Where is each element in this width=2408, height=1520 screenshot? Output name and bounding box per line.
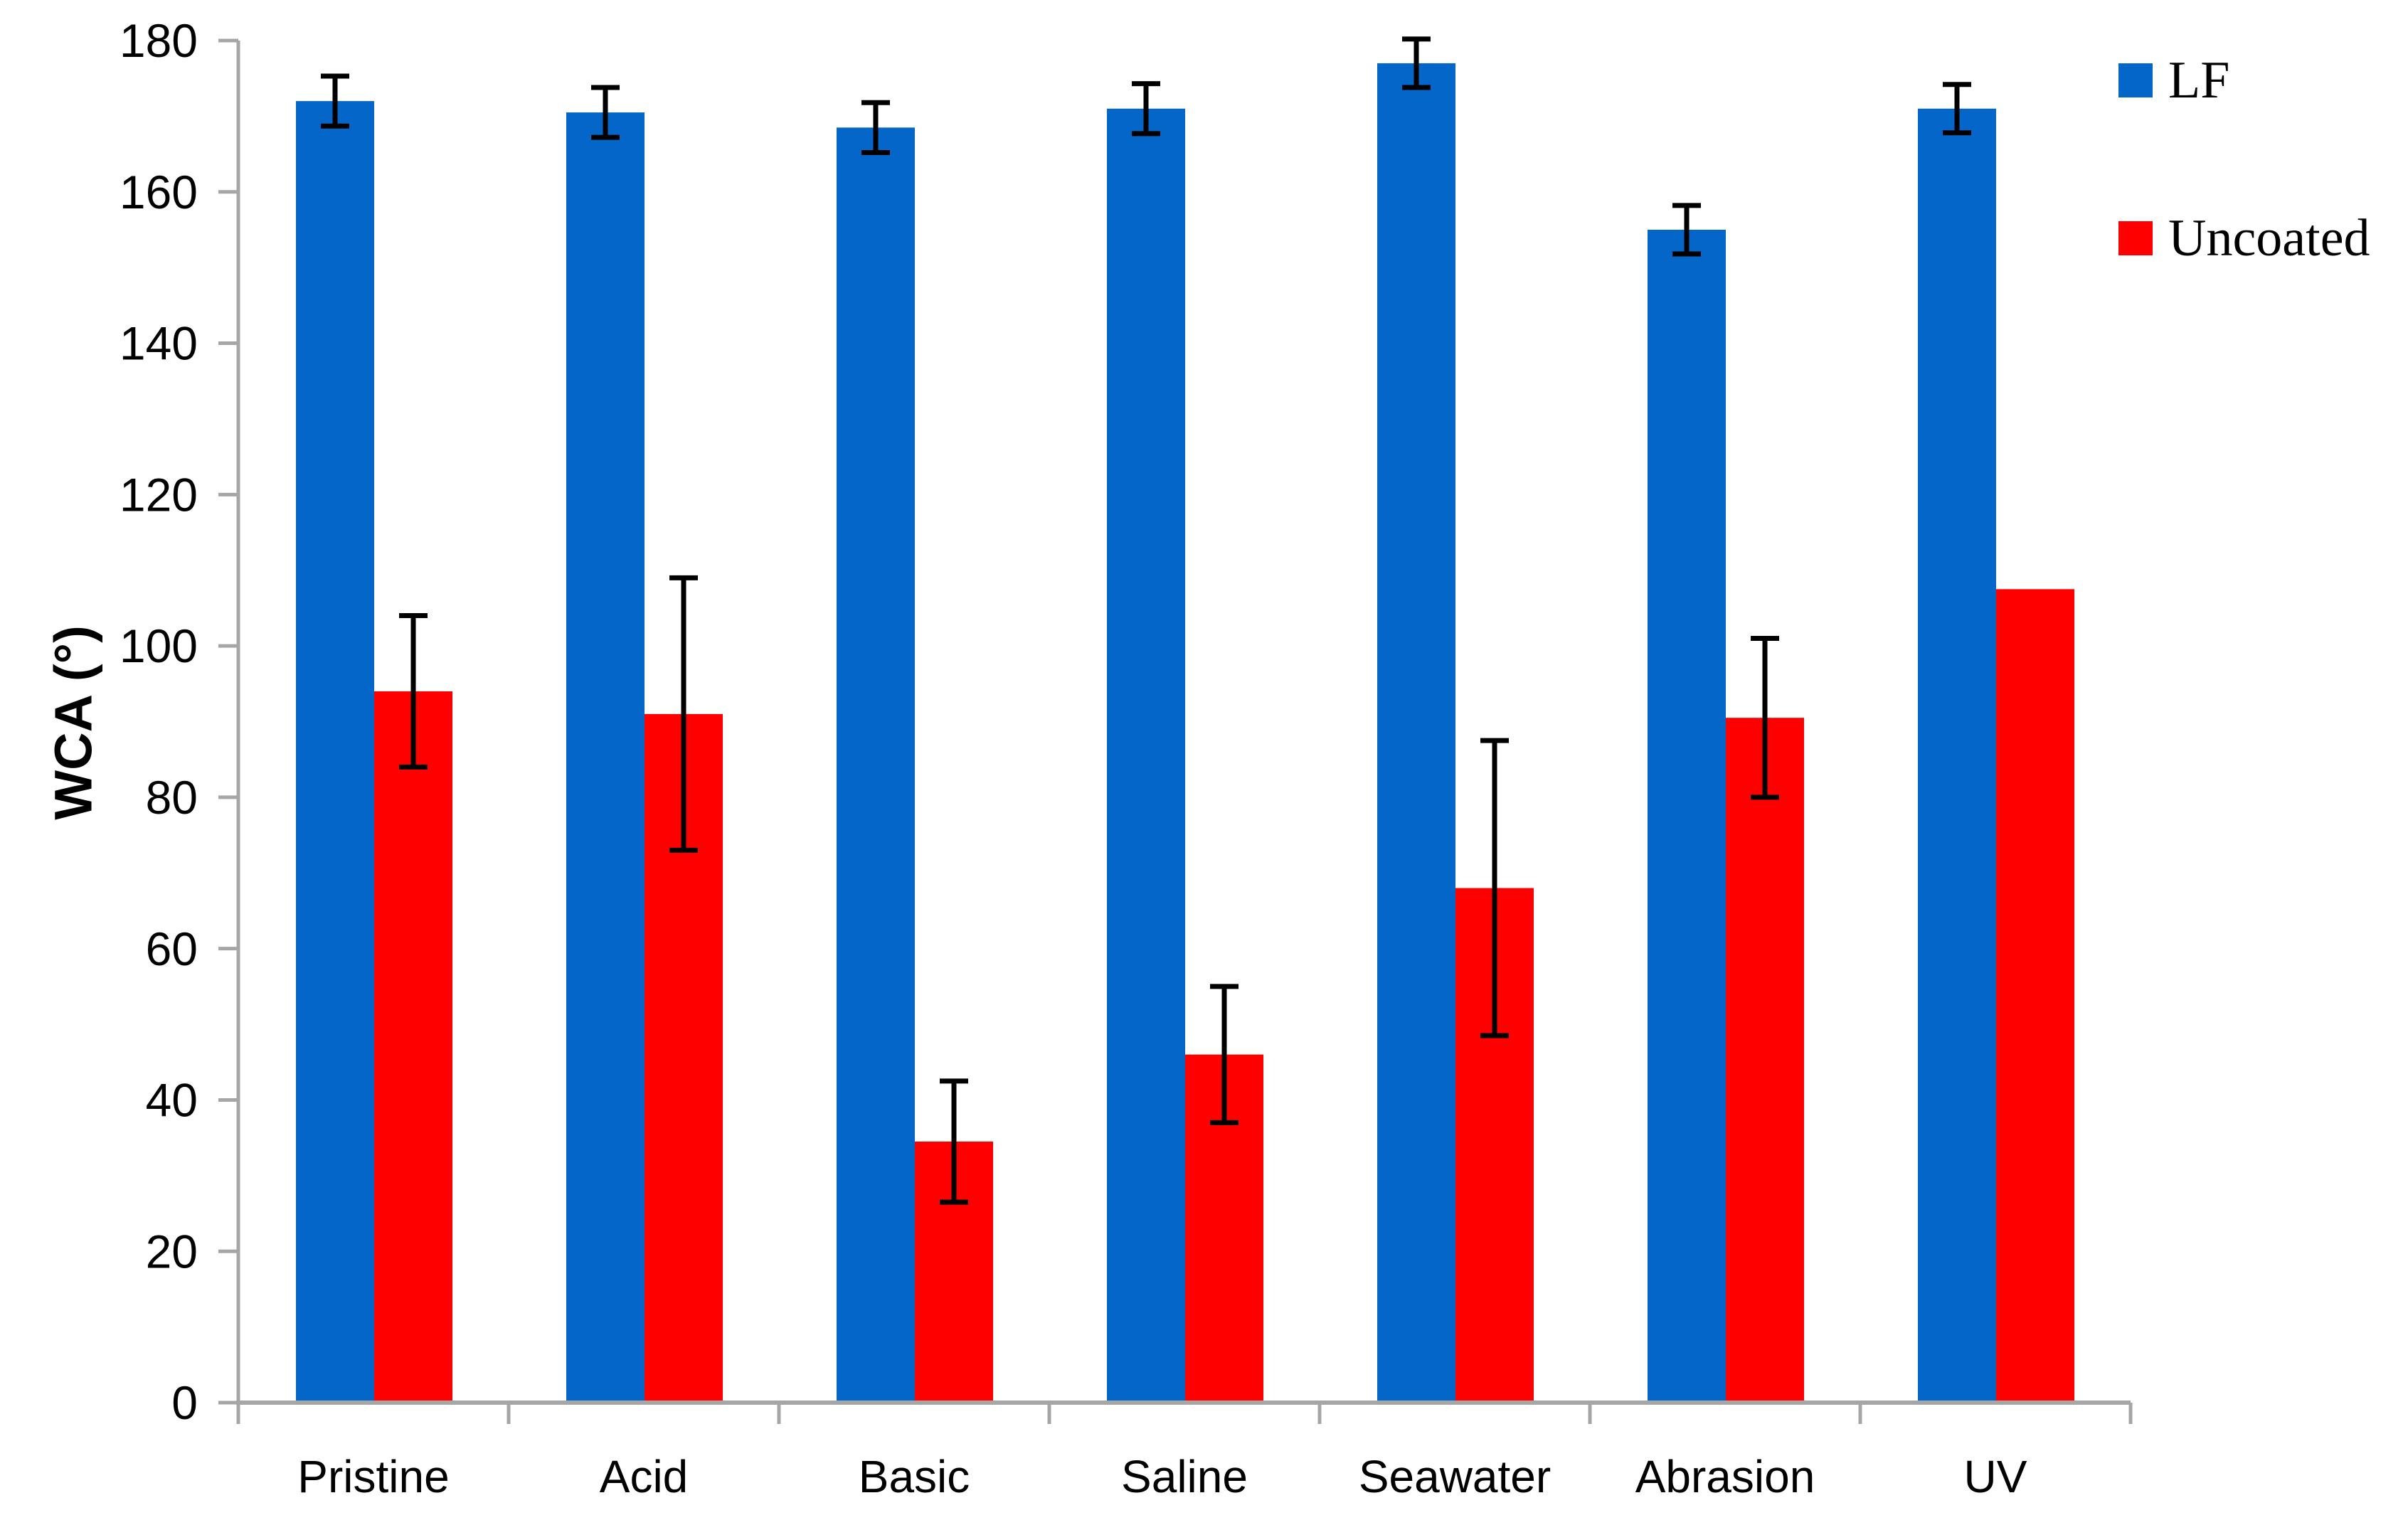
legend: LF Uncoated — [2118, 54, 2370, 370]
bar-uncoated-pristine — [374, 691, 452, 1403]
bar-lf-saline — [1107, 108, 1185, 1403]
x-category-label-acid: Acid — [600, 1451, 689, 1502]
y-tick-label-180: 180 — [120, 14, 198, 67]
x-category-label-saline: Saline — [1121, 1451, 1248, 1502]
bar-uncoated-uv — [1996, 589, 2074, 1403]
x-category-label-pristine: Pristine — [297, 1451, 449, 1502]
legend-label-uncoated: Uncoated — [2168, 209, 2370, 267]
bar-lf-acid — [566, 112, 645, 1403]
y-tick-label-60: 60 — [146, 923, 198, 975]
y-tick-label-40: 40 — [146, 1074, 198, 1127]
y-tick-label-80: 80 — [146, 771, 198, 824]
bar-lf-pristine — [296, 101, 374, 1403]
x-category-label-seawater: Seawater — [1359, 1451, 1551, 1502]
bar-lf-uv — [1918, 108, 1996, 1403]
y-tick-label-160: 160 — [120, 166, 198, 218]
x-category-label-basic: Basic — [859, 1451, 970, 1502]
y-tick-label-0: 0 — [171, 1376, 198, 1429]
bar-lf-abrasion — [1648, 229, 1726, 1403]
legend-item-uncoated: Uncoated — [2118, 212, 2370, 265]
legend-item-lf: LF — [2118, 54, 2370, 107]
bar-lf-basic — [837, 127, 915, 1403]
bar-lf-seawater — [1377, 63, 1455, 1403]
y-axis-title: WCA (°) — [43, 625, 103, 820]
y-tick-label-120: 120 — [120, 468, 198, 521]
y-tick-label-140: 140 — [120, 317, 198, 370]
legend-label-lf: LF — [2168, 51, 2230, 110]
x-category-label-abrasion: Abrasion — [1635, 1451, 1815, 1502]
legend-swatch-lf — [2118, 63, 2153, 97]
x-category-label-uv: UV — [1964, 1451, 2027, 1502]
bar-uncoated-abrasion — [1726, 718, 1804, 1403]
y-tick-label-20: 20 — [146, 1225, 198, 1277]
y-tick-label-100: 100 — [120, 620, 198, 672]
legend-swatch-uncoated — [2118, 221, 2153, 255]
